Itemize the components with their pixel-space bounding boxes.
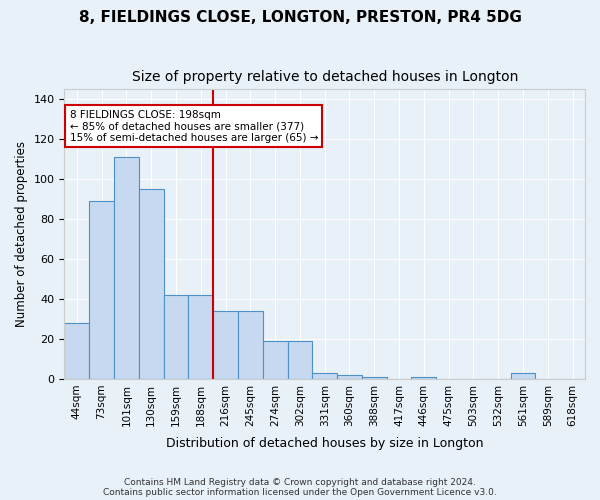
- Bar: [89, 201, 114, 379]
- Text: 8 FIELDINGS CLOSE: 198sqm
← 85% of detached houses are smaller (377)
15% of semi: 8 FIELDINGS CLOSE: 198sqm ← 85% of detac…: [70, 110, 318, 143]
- Bar: [313, 373, 337, 379]
- Text: 8, FIELDINGS CLOSE, LONGTON, PRESTON, PR4 5DG: 8, FIELDINGS CLOSE, LONGTON, PRESTON, PR…: [79, 10, 521, 25]
- Bar: [213, 311, 238, 379]
- Bar: [188, 295, 213, 379]
- Text: Contains HM Land Registry data © Crown copyright and database right 2024.
Contai: Contains HM Land Registry data © Crown c…: [103, 478, 497, 497]
- Bar: [64, 323, 89, 379]
- Bar: [362, 377, 386, 379]
- Bar: [263, 341, 287, 379]
- X-axis label: Distribution of detached houses by size in Longton: Distribution of detached houses by size …: [166, 437, 484, 450]
- Bar: [238, 311, 263, 379]
- Bar: [511, 373, 535, 379]
- Bar: [114, 157, 139, 379]
- Bar: [164, 295, 188, 379]
- Y-axis label: Number of detached properties: Number of detached properties: [15, 141, 28, 327]
- Bar: [139, 189, 164, 379]
- Title: Size of property relative to detached houses in Longton: Size of property relative to detached ho…: [131, 70, 518, 84]
- Bar: [287, 341, 313, 379]
- Bar: [412, 377, 436, 379]
- Bar: [337, 375, 362, 379]
